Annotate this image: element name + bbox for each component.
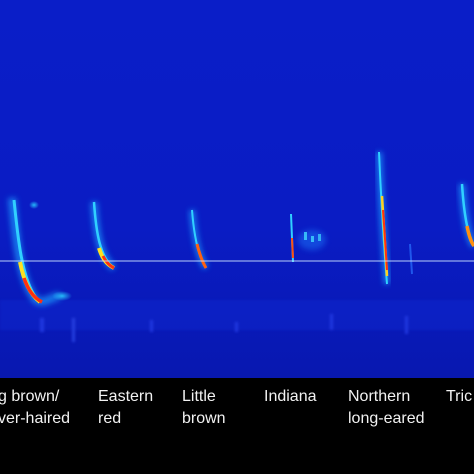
call-tricolored [458, 183, 474, 248]
label-line: ver-haired [0, 410, 71, 427]
call-big-brown [8, 197, 72, 306]
call-little-brown [189, 209, 209, 270]
label-line: brown [182, 410, 226, 427]
label-indiana: Indiana [264, 386, 317, 408]
label-tricolored: Tric [446, 386, 472, 408]
label-line: Northern [348, 388, 411, 405]
label-line: Eastern [98, 388, 154, 405]
label-northern-long-eared: Northern long-eared [348, 386, 425, 430]
call-indiana [290, 213, 326, 263]
label-line: long-eared [348, 410, 425, 427]
label-line: Little [182, 388, 216, 405]
label-line: red [98, 410, 122, 427]
label-line: Tric [446, 388, 473, 405]
label-little-brown: Little brown [182, 386, 226, 430]
call-eastern-red [90, 201, 117, 271]
label-eastern-red: Eastern red [98, 386, 153, 430]
label-line: g brown/ [0, 388, 60, 405]
noise-band [0, 300, 474, 342]
label-big-brown: g brown/ ver-haired [0, 386, 70, 430]
call-northern-long-eared [376, 151, 413, 285]
label-line: Indiana [264, 388, 317, 405]
bat-call-spectrogram [0, 0, 474, 378]
